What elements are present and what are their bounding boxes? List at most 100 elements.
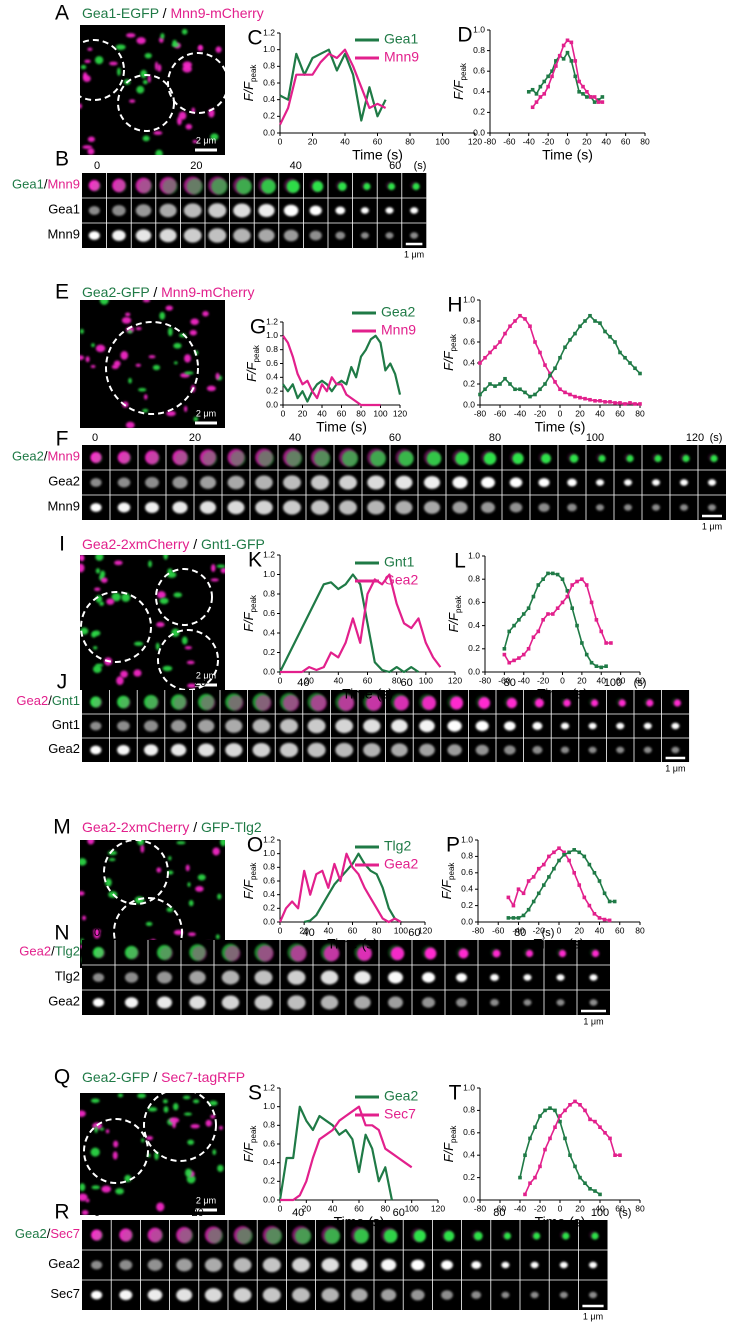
time-unit: (s) xyxy=(619,1207,632,1219)
frame-spot xyxy=(388,996,403,1009)
chart-letter: C xyxy=(247,27,262,50)
frame-spot xyxy=(135,229,152,242)
y-tick-label: 1.0 xyxy=(263,44,275,54)
title-part: Gea2-GFP xyxy=(82,1069,149,1085)
frame-spot xyxy=(90,478,102,487)
frame-spot xyxy=(591,1232,599,1240)
x-tick-label: 40 xyxy=(328,1203,338,1213)
data-point xyxy=(577,90,581,94)
frame-spot xyxy=(341,450,359,467)
data-point xyxy=(570,606,574,610)
frame-spot xyxy=(252,718,271,734)
frame-spot xyxy=(221,995,240,1010)
frame-spot xyxy=(198,743,215,757)
cell-outline xyxy=(103,840,169,905)
scale-label: 1 μm xyxy=(583,1311,603,1321)
time-label: 60 xyxy=(408,927,420,939)
x-tick-label: 100 xyxy=(435,136,449,146)
x-axis-label: Time (s) xyxy=(535,1214,586,1230)
data-point xyxy=(602,891,607,896)
frame-spot xyxy=(119,1259,133,1271)
signal-spot xyxy=(135,363,141,367)
signal-spot xyxy=(215,46,222,53)
signal-spot xyxy=(87,47,93,51)
y-tick-label: 0.2 xyxy=(263,111,275,121)
x-tick-label: 20 xyxy=(582,136,592,146)
signal-spot xyxy=(113,1140,119,1148)
frame-spot xyxy=(360,232,369,239)
x-tick-label: 120 xyxy=(418,925,432,935)
frame-spot xyxy=(569,454,579,463)
signal-spot xyxy=(116,676,124,685)
cell-outline xyxy=(83,1118,149,1184)
signal-spot xyxy=(163,555,168,560)
frame-spot xyxy=(671,746,680,754)
time-label: 0 xyxy=(94,1207,100,1219)
frame-spot xyxy=(147,1289,163,1301)
time-label: 40 xyxy=(297,677,309,689)
frame-spot xyxy=(360,207,369,214)
frame-spot xyxy=(290,945,307,962)
signal-spot xyxy=(195,886,204,892)
frame-spot xyxy=(441,1260,453,1270)
data-point xyxy=(546,74,550,79)
frame-spot xyxy=(91,1260,103,1270)
data-point xyxy=(593,1189,597,1193)
frame-spot xyxy=(450,696,464,710)
x-tick-label: -40 xyxy=(518,675,531,685)
frame-spot xyxy=(588,722,597,730)
frame-spot xyxy=(287,995,306,1010)
data-point xyxy=(593,399,597,403)
data-point xyxy=(543,382,547,386)
signal-spot xyxy=(94,587,101,592)
data-point xyxy=(542,862,546,867)
data-point xyxy=(483,355,487,360)
data-point xyxy=(592,100,597,104)
signal-spot xyxy=(136,37,146,45)
y-axis-label: F/Fpeak xyxy=(439,862,456,900)
frame-spot xyxy=(596,504,604,511)
x-tick-label: 100 xyxy=(405,1203,419,1213)
frame-spot xyxy=(204,1258,222,1272)
frame-spot xyxy=(146,696,160,710)
x-tick-label: 120 xyxy=(468,136,482,146)
frame-spot xyxy=(173,696,188,710)
signal-spot xyxy=(154,61,159,71)
frame-spot xyxy=(339,500,357,515)
signal-spot xyxy=(184,1168,192,1178)
frame-spot xyxy=(654,454,662,463)
frame-spot xyxy=(509,502,523,513)
frame-spot xyxy=(504,721,516,731)
data-point xyxy=(568,338,572,342)
data-point xyxy=(523,317,527,321)
x-tick-label: 40 xyxy=(602,136,612,146)
data-point xyxy=(604,641,608,645)
frame-spot xyxy=(321,1258,339,1272)
frame-spot xyxy=(363,182,371,191)
frame-spot xyxy=(447,744,462,756)
scale-label: 2 μm xyxy=(196,408,216,418)
x-tick-label: 0 xyxy=(557,925,562,935)
data-point xyxy=(478,361,482,365)
signal-spot xyxy=(120,350,129,360)
frame-spot xyxy=(172,501,188,514)
signal-spot xyxy=(192,1099,200,1104)
time-label: 80 xyxy=(493,1207,505,1219)
data-point xyxy=(633,366,637,371)
y-tick-label: 0.8 xyxy=(263,862,275,872)
signal-spot xyxy=(181,28,188,35)
frame-spot xyxy=(324,1228,340,1244)
frame-spot xyxy=(309,230,322,241)
legend-label: Gea2 xyxy=(384,856,418,872)
frame-spot xyxy=(616,722,625,730)
series-line xyxy=(279,573,420,674)
frame-spot xyxy=(481,476,495,489)
data-point xyxy=(628,401,632,405)
data-point xyxy=(534,100,539,104)
y-label-sub: peak xyxy=(252,344,261,362)
y-tick-label: 0.2 xyxy=(266,385,278,395)
frame-spot xyxy=(311,475,329,490)
x-tick-label: -20 xyxy=(533,925,546,935)
data-point xyxy=(516,916,521,920)
frame-spot xyxy=(426,451,442,466)
